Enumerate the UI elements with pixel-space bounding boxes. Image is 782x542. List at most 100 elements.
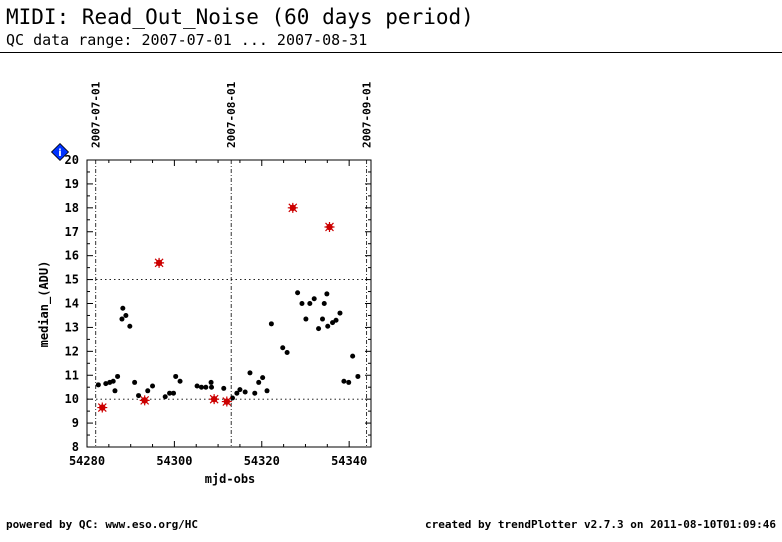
data-point — [260, 375, 266, 381]
outlier-point — [221, 396, 232, 407]
data-points — [95, 202, 361, 413]
data-point — [167, 390, 173, 396]
data-point — [307, 301, 313, 306]
data-point — [346, 379, 352, 385]
data-point — [150, 383, 156, 389]
data-point — [337, 310, 343, 316]
data-point — [341, 378, 347, 384]
data-point — [303, 316, 309, 322]
data-point — [321, 301, 327, 306]
data-point — [115, 373, 121, 379]
chart: 54280 54300 54320 54340 8 9 10 11 12 13 14 15 16 17 1… — [37, 81, 374, 486]
footer-created-by: created by trendPlotter v2.7.3 on 2011-0… — [425, 518, 776, 531]
date-marker-label: 2007-09-01 — [361, 81, 374, 148]
data-point — [103, 381, 109, 387]
y-tick-label: 9 — [72, 416, 79, 430]
data-point — [324, 291, 330, 297]
y-tick-label: 10 — [65, 392, 79, 406]
data-point — [280, 345, 286, 351]
date-marker-label: 2007-08-01 — [225, 81, 238, 148]
data-point — [316, 326, 322, 332]
outlier-point-star — [324, 221, 335, 232]
footer-powered-by: powered by QC: www.eso.org/HC — [6, 518, 199, 531]
data-point — [110, 378, 116, 384]
data-point — [95, 382, 101, 388]
data-point — [208, 379, 214, 385]
outlier-point-star — [287, 202, 298, 213]
data-point — [295, 290, 301, 296]
y-axis: 8 9 10 11 12 13 14 15 16 17 18 19 20 — [65, 153, 371, 454]
data-point — [177, 378, 183, 384]
data-point — [330, 320, 336, 326]
outlier-point — [209, 394, 220, 405]
x-tick-label: 54300 — [156, 454, 192, 468]
x-tick-label: 54320 — [244, 454, 280, 468]
date-marker-labels: 2007-07-01 2007-08-01 2007-09-01 — [90, 81, 374, 148]
x-axis-label: mjd-obs — [205, 472, 256, 486]
data-point — [252, 390, 258, 396]
y-tick-label: 17 — [65, 225, 79, 239]
y-tick-label: 20 — [65, 153, 79, 167]
data-point — [325, 323, 331, 329]
y-tick-label: 13 — [65, 320, 79, 334]
outlier-point — [324, 221, 335, 232]
data-point — [284, 350, 290, 356]
data-point — [127, 323, 133, 329]
data-point — [119, 316, 125, 322]
y-axis-label: median_(ADU) — [37, 261, 52, 348]
outlier-point-star — [209, 394, 220, 405]
data-point — [333, 317, 339, 323]
outlier-point-star — [221, 396, 232, 407]
data-point — [221, 385, 227, 391]
data-point — [256, 379, 262, 385]
info-icon-label: i — [58, 148, 61, 159]
data-point — [198, 384, 204, 390]
y-tick-label: 18 — [65, 201, 79, 215]
data-point — [203, 384, 209, 390]
page-title: MIDI: Read_Out_Noise (60 days period) — [6, 5, 474, 29]
data-point — [237, 387, 243, 393]
data-point — [145, 388, 151, 394]
outlier-point — [154, 257, 165, 268]
data-point — [320, 316, 326, 322]
data-point — [299, 301, 305, 306]
outlier-point — [139, 395, 150, 406]
y-tick-label: 14 — [65, 297, 79, 311]
data-point — [162, 394, 168, 400]
data-point — [194, 383, 200, 389]
header-rule — [0, 52, 782, 53]
data-point — [120, 305, 126, 311]
y-tick-label: 15 — [65, 273, 79, 287]
data-point — [171, 390, 177, 396]
data-point — [268, 321, 274, 327]
data-point — [242, 389, 248, 395]
info-icon[interactable]: i — [50, 142, 70, 162]
data-point — [136, 393, 142, 399]
data-point — [112, 388, 118, 394]
data-point — [311, 296, 317, 302]
data-point — [229, 395, 235, 401]
data-point — [132, 379, 138, 385]
y-tick-label: 11 — [65, 368, 79, 382]
outlier-point-star — [154, 257, 165, 268]
data-point — [173, 373, 179, 379]
outlier-point — [97, 402, 108, 413]
x-axis: 54280 54300 54320 54340 — [69, 160, 372, 468]
outlier-point-star — [97, 402, 108, 413]
y-tick-label: 8 — [72, 440, 79, 454]
data-point — [264, 388, 270, 394]
data-point — [355, 373, 361, 379]
y-tick-label: 12 — [65, 344, 79, 358]
y-tick-label: 19 — [65, 177, 79, 191]
data-point — [247, 370, 253, 376]
outlier-point — [287, 202, 298, 213]
x-tick-label: 54340 — [331, 454, 367, 468]
page-subtitle: QC data range: 2007-07-01 ... 2007-08-31 — [6, 31, 368, 49]
data-point — [209, 384, 215, 390]
y-tick-label: 16 — [65, 249, 79, 263]
date-marker-label: 2007-07-01 — [90, 81, 103, 148]
data-point — [123, 312, 129, 318]
x-tick-label: 54280 — [69, 454, 105, 468]
outlier-point-star — [139, 395, 150, 406]
data-point — [350, 353, 356, 359]
